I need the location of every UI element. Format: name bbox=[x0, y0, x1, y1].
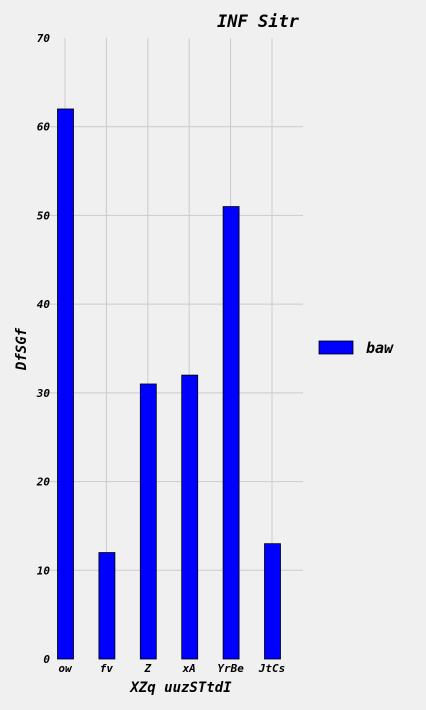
x-tick-label: ow bbox=[58, 662, 73, 675]
y-tick-label: 10 bbox=[37, 564, 51, 577]
x-tick-label: JtCs bbox=[258, 662, 286, 675]
bar-Z bbox=[140, 384, 156, 659]
x-axis-label: XZq uuzSTtdI bbox=[129, 680, 232, 696]
legend-swatch-baw bbox=[319, 341, 353, 354]
bar-ow bbox=[58, 109, 74, 659]
y-axis-ticks: 0 10 20 30 40 50 60 70 bbox=[36, 32, 51, 666]
bar-JtCs bbox=[265, 544, 281, 659]
y-tick-label: 50 bbox=[37, 209, 51, 222]
bar-YrBe bbox=[223, 207, 239, 659]
bar-xA bbox=[182, 375, 198, 659]
y-tick-label: 60 bbox=[37, 121, 51, 134]
x-tick-label: YrBe bbox=[217, 662, 244, 675]
bar-fv bbox=[99, 553, 115, 659]
chart-title: INF Sitr bbox=[217, 12, 300, 32]
y-tick-label: 20 bbox=[36, 476, 51, 489]
legend-label-baw: baw bbox=[366, 339, 394, 357]
y-axis-label: DfSGf bbox=[14, 327, 30, 371]
y-tick-label: 0 bbox=[43, 653, 50, 666]
x-tick-label: Z bbox=[143, 662, 151, 675]
y-tick-label: 40 bbox=[37, 298, 51, 311]
y-tick-label: 70 bbox=[37, 32, 51, 45]
x-tick-label: fv bbox=[100, 662, 114, 675]
x-tick-label: xA bbox=[182, 662, 196, 675]
legend: baw bbox=[319, 339, 394, 357]
y-tick-label: 30 bbox=[36, 387, 51, 400]
bars bbox=[58, 109, 281, 659]
